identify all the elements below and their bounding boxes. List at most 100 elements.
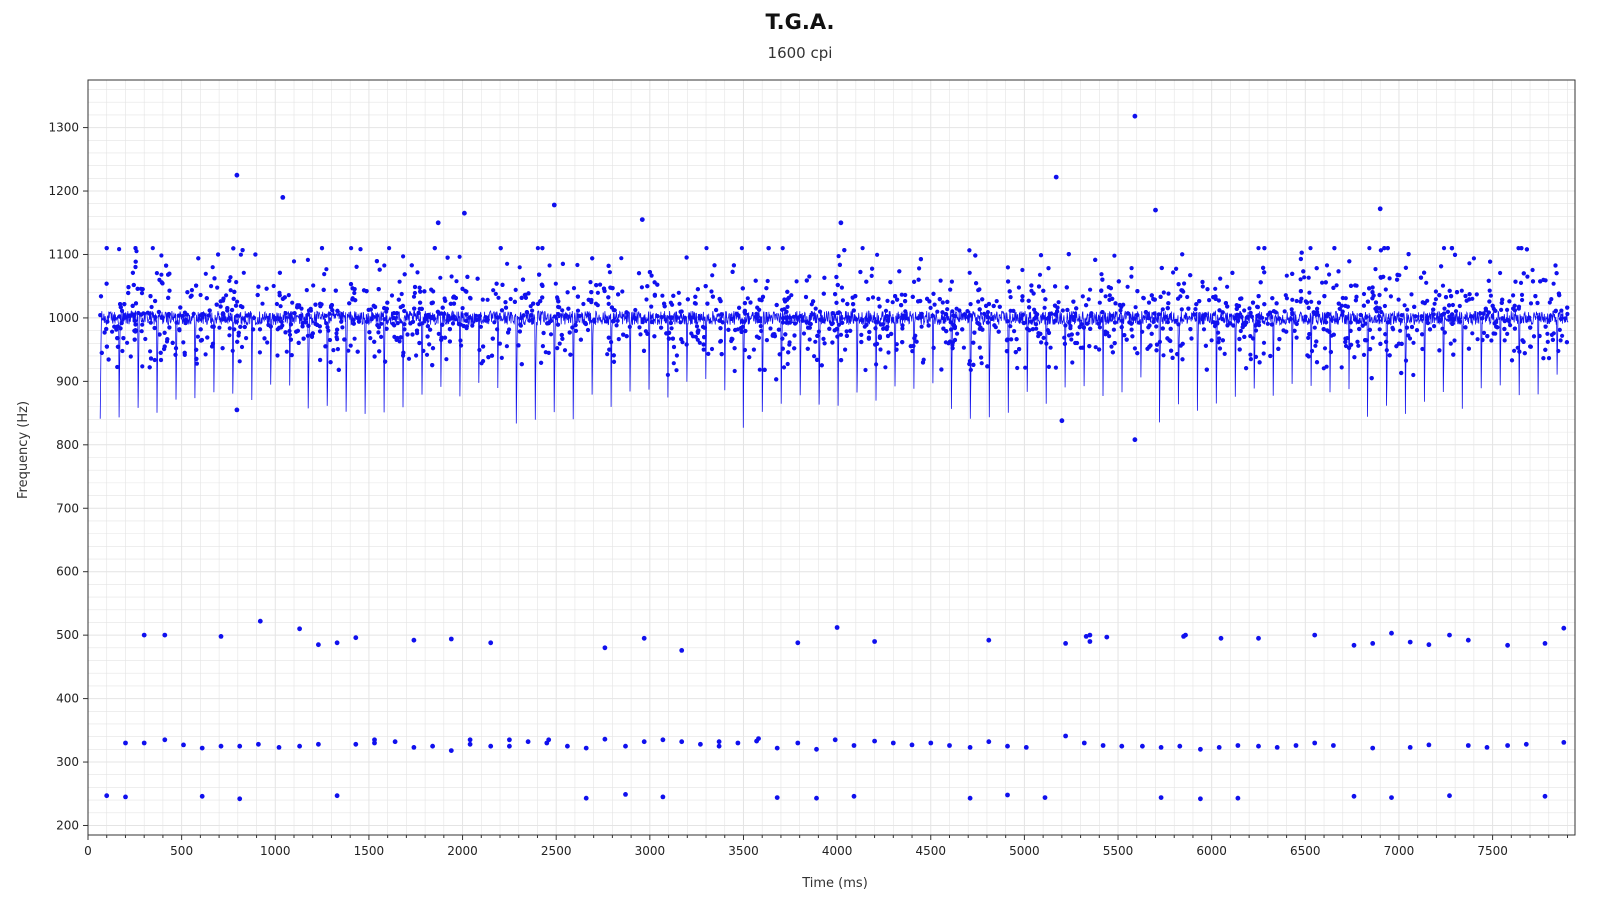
data-point <box>506 330 511 335</box>
data-point <box>961 345 967 350</box>
data-point-band-500 <box>162 632 168 638</box>
data-point <box>1248 357 1253 362</box>
data-point <box>379 334 384 339</box>
data-point <box>170 340 175 345</box>
data-point <box>1188 327 1193 332</box>
data-point <box>1046 364 1051 369</box>
data-point <box>1525 274 1530 279</box>
data-point <box>739 329 744 334</box>
data-point <box>931 345 936 350</box>
data-point <box>1223 301 1228 306</box>
data-point <box>351 317 356 323</box>
data-point <box>1518 280 1524 285</box>
data-point <box>1097 347 1102 352</box>
data-point <box>447 339 452 344</box>
data-point-band-500 <box>1447 632 1452 638</box>
data-point <box>1016 285 1022 290</box>
data-point <box>1099 288 1104 293</box>
data-point <box>1256 294 1261 299</box>
data-point <box>621 332 626 337</box>
data-point <box>236 330 241 335</box>
data-point <box>1149 293 1154 298</box>
data-point <box>607 270 613 275</box>
data-point <box>976 288 981 293</box>
data-point-outlier <box>1059 418 1065 424</box>
data-point <box>1176 282 1181 287</box>
data-point <box>518 322 523 327</box>
data-point <box>398 335 403 340</box>
data-point <box>306 323 311 328</box>
data-point <box>791 314 796 319</box>
data-point <box>742 301 748 306</box>
data-point-band-330 <box>430 743 435 749</box>
data-point <box>1348 320 1353 325</box>
data-point <box>645 284 650 289</box>
data-point <box>445 318 450 323</box>
data-point <box>1257 360 1262 365</box>
x-tick-label: 7500 <box>1477 844 1508 858</box>
data-point <box>796 315 801 320</box>
data-point <box>430 346 436 351</box>
data-point <box>230 348 235 353</box>
data-point <box>886 350 891 355</box>
data-point-band-500 <box>1426 642 1432 648</box>
data-point <box>1055 309 1060 314</box>
data-point <box>217 325 222 330</box>
data-point <box>612 308 617 313</box>
data-point <box>543 350 548 355</box>
data-point <box>104 246 109 251</box>
data-point <box>912 336 917 341</box>
data-point-band-330 <box>297 743 302 749</box>
data-point <box>486 355 491 360</box>
data-point <box>391 311 397 316</box>
data-point <box>174 320 179 325</box>
data-point <box>323 344 328 349</box>
data-point <box>624 334 629 339</box>
data-point-band-245 <box>1447 793 1452 799</box>
data-point <box>1301 269 1306 274</box>
data-point <box>1308 246 1313 251</box>
data-point <box>1437 293 1442 298</box>
data-point <box>1234 306 1239 311</box>
data-point-band-245 <box>814 795 819 801</box>
data-point-band-500 <box>679 648 685 653</box>
data-point <box>369 317 374 322</box>
data-point <box>102 330 107 335</box>
data-point <box>1334 283 1339 288</box>
data-point <box>1020 267 1025 273</box>
data-point <box>1364 338 1369 343</box>
data-point <box>1457 319 1463 324</box>
data-point <box>432 246 437 251</box>
data-point <box>1545 331 1550 336</box>
data-point <box>785 361 790 367</box>
data-point <box>222 317 227 322</box>
data-point <box>926 323 931 328</box>
data-point <box>491 288 496 293</box>
data-point <box>764 286 769 291</box>
data-point <box>1480 316 1485 321</box>
data-point <box>139 291 145 296</box>
data-point <box>660 293 665 298</box>
data-point <box>517 329 523 334</box>
data-point <box>1377 314 1382 319</box>
data-point <box>485 317 490 322</box>
data-point <box>264 286 269 291</box>
data-point <box>1081 325 1086 330</box>
data-point <box>1302 317 1308 322</box>
data-point <box>860 246 865 251</box>
data-point-band-245 <box>1235 795 1241 801</box>
data-point <box>1516 306 1521 311</box>
data-point <box>1247 306 1252 311</box>
data-point <box>976 299 981 304</box>
data-point <box>900 314 905 319</box>
data-point-band-330 <box>1407 745 1413 750</box>
data-point <box>1491 331 1496 336</box>
x-tick-label: 2000 <box>447 844 478 858</box>
data-point <box>1165 306 1170 311</box>
data-point <box>368 307 373 312</box>
data-point <box>885 298 890 303</box>
data-point <box>280 296 285 301</box>
y-tick-label: 700 <box>56 501 79 515</box>
data-point <box>429 301 434 306</box>
data-point <box>167 325 172 330</box>
